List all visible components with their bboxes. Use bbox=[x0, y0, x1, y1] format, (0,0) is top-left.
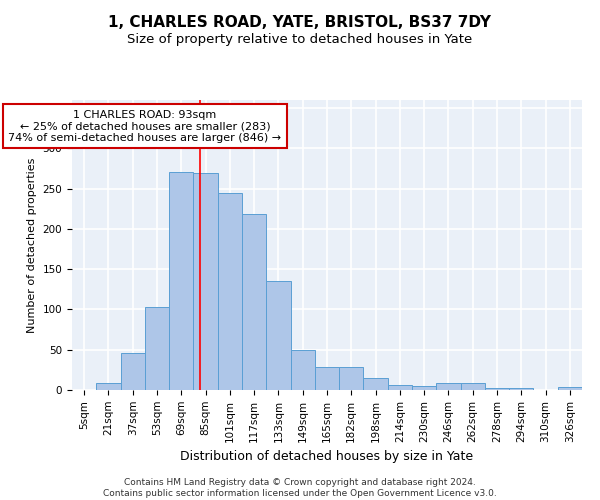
Text: 1, CHARLES ROAD, YATE, BRISTOL, BS37 7DY: 1, CHARLES ROAD, YATE, BRISTOL, BS37 7DY bbox=[109, 15, 491, 30]
Bar bbox=[266, 281, 290, 390]
Text: 1 CHARLES ROAD: 93sqm
← 25% of detached houses are smaller (283)
74% of semi-det: 1 CHARLES ROAD: 93sqm ← 25% of detached … bbox=[8, 110, 281, 143]
Bar bbox=[339, 366, 364, 390]
Bar bbox=[436, 383, 461, 390]
Text: Contains HM Land Registry data © Crown copyright and database right 2024.
Contai: Contains HM Land Registry data © Crown c… bbox=[103, 478, 497, 498]
X-axis label: Distribution of detached houses by size in Yate: Distribution of detached houses by size … bbox=[181, 450, 473, 463]
Bar bbox=[412, 386, 436, 390]
Bar bbox=[145, 307, 169, 390]
Bar bbox=[364, 378, 388, 390]
Bar bbox=[509, 388, 533, 390]
Bar bbox=[388, 385, 412, 390]
Y-axis label: Number of detached properties: Number of detached properties bbox=[27, 158, 37, 332]
Bar bbox=[242, 214, 266, 390]
Bar bbox=[461, 383, 485, 390]
Bar bbox=[558, 387, 582, 390]
Bar bbox=[193, 172, 218, 390]
Bar bbox=[169, 172, 193, 390]
Bar bbox=[290, 350, 315, 390]
Bar bbox=[121, 353, 145, 390]
Text: Size of property relative to detached houses in Yate: Size of property relative to detached ho… bbox=[127, 32, 473, 46]
Bar bbox=[96, 383, 121, 390]
Bar bbox=[315, 368, 339, 390]
Bar bbox=[218, 192, 242, 390]
Bar bbox=[485, 388, 509, 390]
